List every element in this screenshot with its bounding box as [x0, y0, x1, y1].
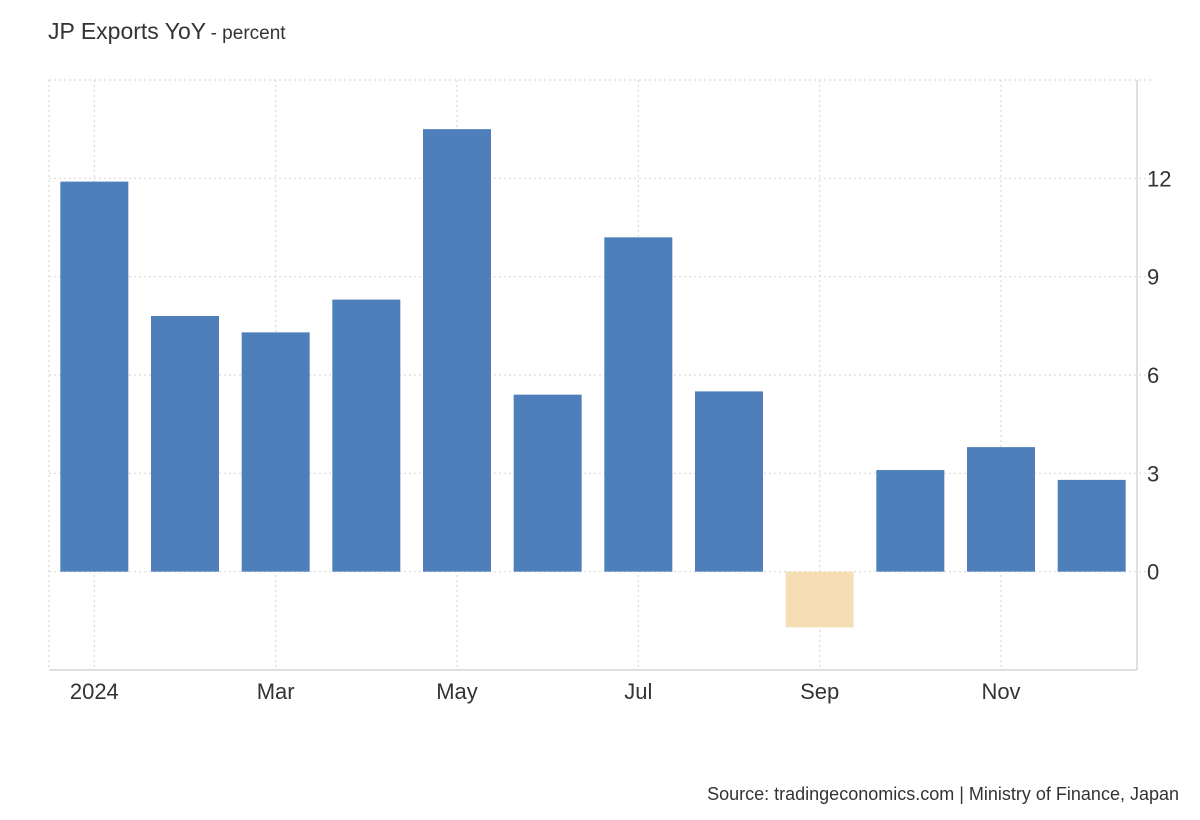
bar-nov-2024: [967, 447, 1035, 572]
x-tick-label: Nov: [981, 679, 1020, 704]
tick-labels: 0 3 6 9 12 2024 Mar May Jul Sep Nov: [70, 166, 1172, 704]
bar-feb-2024: [151, 316, 219, 572]
bar-oct-2024: [876, 470, 945, 572]
bar-jun-2024: [513, 394, 582, 572]
bar-mar-2024: [241, 332, 310, 572]
x-tick-label: May: [436, 679, 478, 704]
axes: [48, 80, 1138, 671]
chart-subtitle: - percent: [210, 23, 286, 44]
bar-sep-2024: [785, 571, 854, 628]
source-note: Source: tradingeconomics.com | Ministry …: [707, 784, 1179, 804]
bar-may-2024: [423, 129, 491, 572]
bar-jul-2024: [604, 237, 673, 572]
x-tick-label: Mar: [257, 679, 295, 704]
x-tick-label: Jul: [624, 679, 652, 704]
x-tick-label: Sep: [800, 679, 839, 704]
y-tick-label: 3: [1147, 461, 1159, 486]
y-tick-label: 6: [1147, 363, 1159, 388]
y-tick-label: 0: [1147, 560, 1159, 585]
x-tick-label: 2024: [70, 679, 119, 704]
chart-title-text: JP Exports YoY: [48, 18, 207, 44]
y-tick-label: 9: [1147, 265, 1159, 290]
bar-aug-2024: [695, 391, 763, 572]
y-tick-label: 12: [1147, 166, 1171, 191]
bar-apr-2024: [332, 299, 401, 572]
bar-dec-2024: [1057, 479, 1126, 572]
bars: [60, 129, 1126, 628]
bar-jan-2024: [60, 181, 129, 572]
chart-title: JP Exports YoY - percent: [48, 18, 286, 45]
